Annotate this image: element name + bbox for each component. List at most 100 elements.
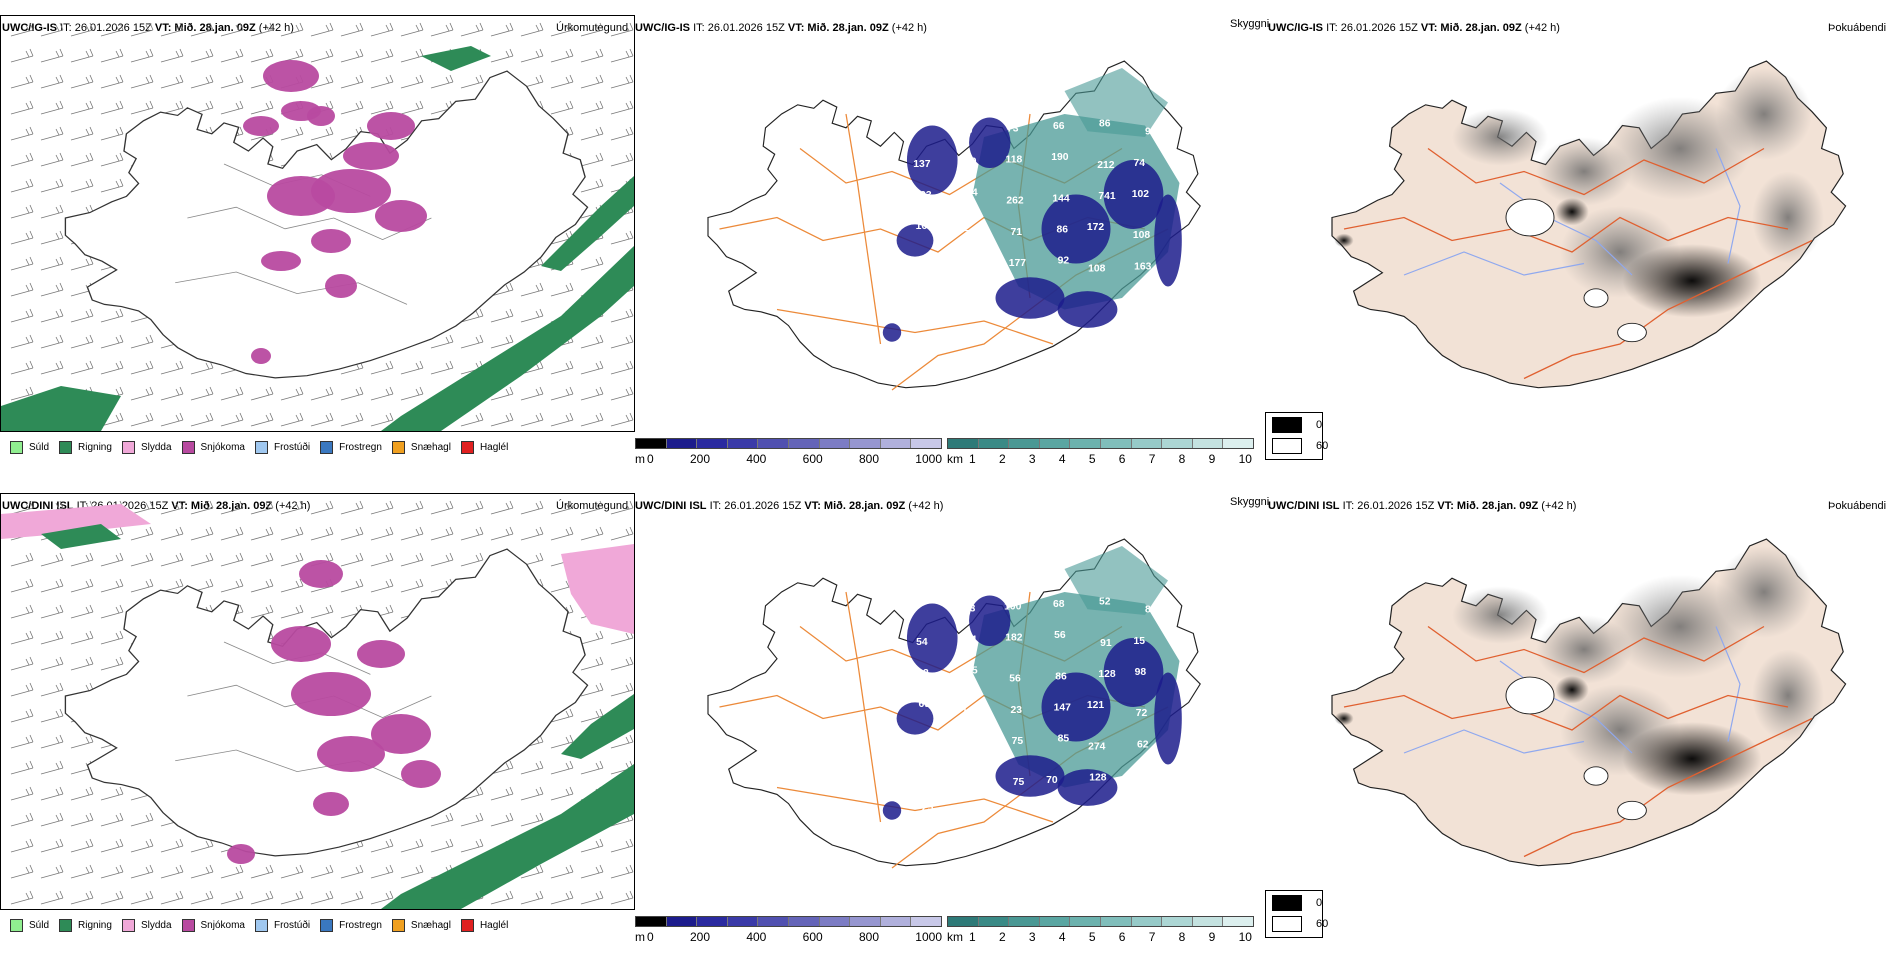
visibility-colorbar: km 1 2 3 4 5 6 7 8 9 10 (947, 916, 1254, 958)
precip-legend-item: Snjókoma (181, 440, 245, 454)
cloudbase-tick: 1000 (915, 452, 942, 466)
cloud-title: Skyggni (1230, 18, 1270, 30)
cloudbase-value: 112 (962, 707, 979, 718)
cloudbase-value: 128 (1089, 773, 1107, 784)
legend-label: Súld (29, 441, 50, 453)
visibility-unit: km (947, 930, 963, 944)
valid-time: VT: Mið. 28.jan. 09Z (787, 22, 889, 34)
fog-title: Þokuábendi (1828, 22, 1887, 34)
legend-swatch (181, 440, 195, 454)
precip-title: Úrkomutegund (556, 500, 629, 512)
colorbar-cell (697, 439, 728, 448)
precip-legend: Súld Rigning Slydda Snjókoma Frostúði Frostre… (0, 914, 508, 936)
cloudbase-value: 172 (1087, 222, 1105, 233)
cloudbase-unit: m (635, 452, 645, 466)
cloudbase-value: 173 (958, 604, 976, 615)
colorbar-cell (1100, 439, 1132, 448)
legend-label: Frostregn (339, 441, 382, 453)
visibility-tick: 6 (1118, 452, 1126, 466)
cloudbase-value: 354 (960, 188, 978, 199)
visibility-tick: 2 (998, 930, 1006, 944)
cloudbase-value: 100 (1004, 601, 1022, 612)
visibility-tick: 1 (969, 452, 976, 466)
visibility-colorbar-cells (947, 438, 1254, 449)
cloudbase-value: 177 (1009, 258, 1027, 269)
visibility-tick: 9 (1208, 930, 1216, 944)
visibility-tick: 5 (1088, 452, 1096, 466)
colorbar-cell (1223, 917, 1253, 926)
cloudbase-value: 94 (921, 771, 933, 782)
issue-time: IT: 26.01.2026 15Z (1326, 22, 1418, 34)
visibility-tick: 5 (1088, 930, 1096, 944)
cloudbase-value: 71 (1010, 227, 1022, 238)
colorbar-cell (911, 439, 941, 448)
cloudbase-value: 74 (1133, 158, 1145, 169)
precip-legend-item: Snjókoma (181, 918, 245, 932)
visibility-ticks: 1 2 3 4 5 6 7 8 9 10 (969, 452, 1252, 466)
precip-legend-item: Frostregn (320, 440, 382, 454)
legend-swatch (1272, 895, 1302, 911)
visibility-tick: 10 (1238, 452, 1252, 466)
visibility-tick: 2 (998, 452, 1006, 466)
cloudbase-value: 102 (1132, 189, 1150, 200)
colorbar-cell (697, 917, 728, 926)
precip-legend-item: Slydda (121, 440, 172, 454)
legend-label: Slydda (140, 919, 172, 931)
lead-time: (+42 h) (908, 500, 944, 512)
cloudbase-value: 91 (1100, 638, 1112, 649)
valid-time: VT: Mið. 28.jan. 09Z (1420, 22, 1522, 34)
coastline (64, 70, 589, 379)
legend-label: Slydda (140, 441, 172, 453)
colorbar-cell (948, 439, 979, 448)
legend-swatch (1272, 438, 1302, 454)
legend-label: Haglél (479, 441, 509, 453)
lead-time: (+42 h) (891, 22, 927, 34)
precip-legend-item: Frostúði (254, 918, 311, 932)
fog-indicator-panel: UWC/IG-IS IT: 26.01.2026 15Z VT: Mið. 28… (1268, 0, 1900, 472)
model-name: UWC/DINI ISL (2, 500, 74, 512)
valid-time: VT: Mið. 28.jan. 09Z (804, 500, 906, 512)
legend-label: Snjókoma (200, 441, 245, 453)
legend-label: Snæhagl (410, 441, 451, 453)
cloudbase-value: 121 (1087, 700, 1105, 711)
precip-legend-item: Súld (10, 918, 49, 932)
colorbar-cell (1131, 917, 1163, 926)
precip-legend-item: Snæhagl (391, 918, 451, 932)
cloudbase-value: 86 (1145, 605, 1157, 616)
cloudbase-colorbar: m 0 200 400 600 800 1000 (635, 916, 942, 958)
cloudbase-tick: 400 (746, 930, 767, 944)
legend-label: Snjókoma (200, 919, 245, 931)
colorbar-cell (850, 439, 881, 448)
colorbar-cell (978, 439, 1010, 448)
precip-type-panel: UWC/IG-IS IT: 26.01.2026 15Z VT: Mið. 28… (0, 0, 635, 472)
cloudbase-value: 150 (963, 738, 981, 749)
cloudbase-value: 15 (1133, 636, 1145, 647)
cloudbase-tick: 0 (647, 452, 654, 466)
cloudbase-value: 274 (1088, 742, 1106, 753)
cloudbase-value: 86 (1099, 119, 1111, 130)
cloud-map-svg: 123 173 100 68 52 86 54 154 182 56 91 15 12 265 56 86 12… (707, 538, 1201, 869)
fog-title: Þokuábendi (1828, 500, 1887, 512)
cloudbase-value: 65 (1138, 770, 1150, 781)
visibility-colorbar: km 1 2 3 4 5 6 7 8 9 10 (947, 438, 1254, 480)
model-name: UWC/DINI ISL (635, 500, 707, 512)
cloudbase-visibility-panel: UWC/DINI ISL IT: 26.01.2026 15Z VT: Mið.… (635, 478, 1269, 950)
cloudbase-value: 133 (917, 740, 935, 751)
fog-map-svg (1331, 60, 1847, 389)
cloudbase-value: 72 (1136, 708, 1148, 719)
fog-map-svg (1331, 538, 1847, 867)
cloudbase-value: 62 (1137, 739, 1149, 750)
legend-swatch (254, 918, 268, 932)
legend-swatch (121, 918, 135, 932)
valid-time: VT: Mið. 28.jan. 09Z (171, 500, 273, 512)
cloudbase-value: 262 (1006, 196, 1024, 207)
cloud-header: UWC/DINI ISL IT: 26.01.2026 15Z VT: Mið.… (635, 500, 943, 513)
cloudbase-value: 108 (1133, 230, 1151, 241)
colorbar-cell (727, 917, 759, 926)
cloud-map-svg: 188 59 73 66 86 90 137 140 118 190 212 74 103 354 262 1… (707, 60, 1201, 391)
fog-legend-item: 60 (1272, 438, 1328, 454)
cloudbase-value: 66 (1053, 121, 1065, 132)
model-name: UWC/IG-IS (1268, 22, 1323, 34)
legend-label: Frostúði (273, 919, 311, 931)
valid-time: VT: Mið. 28.jan. 09Z (1437, 500, 1539, 512)
